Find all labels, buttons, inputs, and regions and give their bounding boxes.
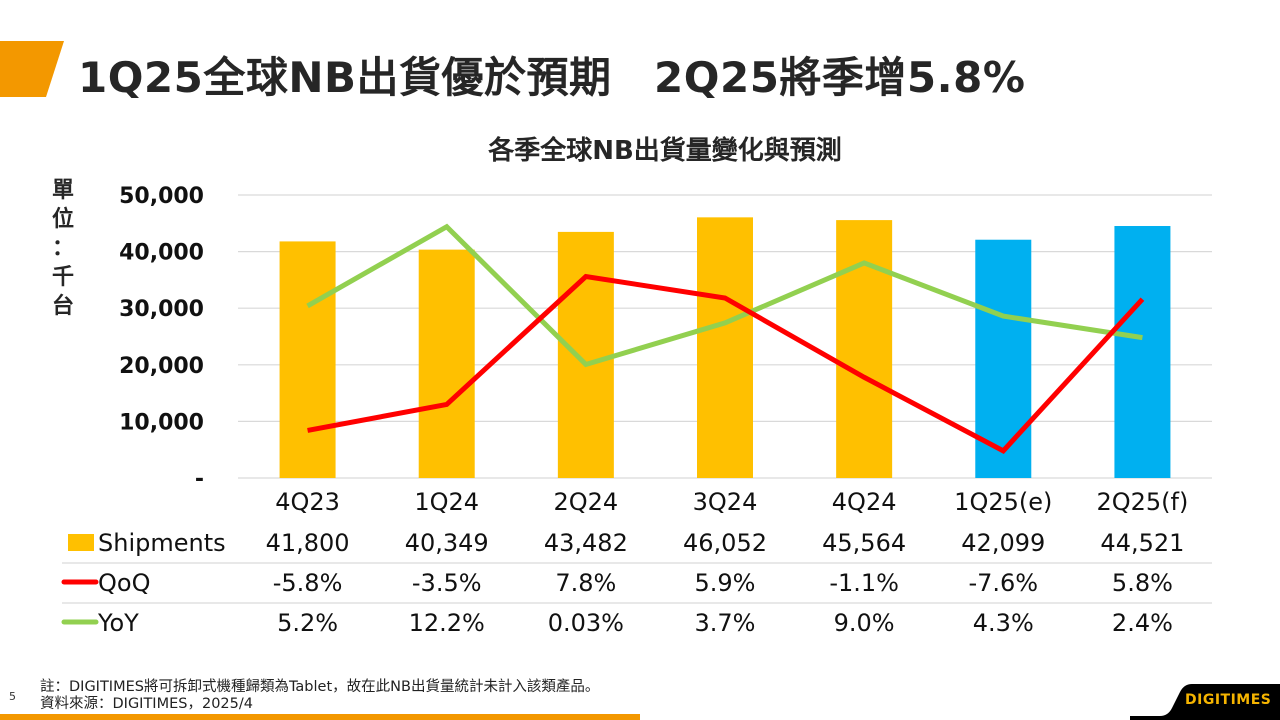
y-tick-label: -	[195, 467, 204, 492]
x-category-label: 2Q24	[554, 488, 619, 516]
qoq-value: 7.8%	[555, 569, 616, 597]
yoy-value: 2.4%	[1112, 609, 1173, 637]
x-category-label: 2Q25(f)	[1096, 488, 1188, 516]
qoq-value: -7.6%	[968, 569, 1038, 597]
y-tick-label: 30,000	[119, 297, 204, 322]
qoq-value: -5.8%	[273, 569, 343, 597]
qoq-line	[307, 273, 1145, 454]
qoq-value: 5.9%	[695, 569, 756, 597]
yoy-value: 12.2%	[409, 609, 485, 637]
x-category-label: 1Q25(e)	[954, 488, 1052, 516]
unit-char: 單	[51, 178, 74, 203]
shipments-value: 42,099	[961, 529, 1045, 557]
qoq-value: 5.8%	[1112, 569, 1173, 597]
yoy-value: 4.3%	[973, 609, 1034, 637]
legend-label-qoq: QoQ	[98, 569, 150, 597]
qoq-value: -1.1%	[829, 569, 899, 597]
unit-char: 千	[51, 265, 74, 290]
qoq-value: -3.5%	[412, 569, 482, 597]
bar-2q25f	[1114, 226, 1171, 478]
yoy-value: 5.2%	[277, 609, 338, 637]
bar-3q24	[697, 217, 753, 478]
yoy-value: 3.7%	[695, 609, 756, 637]
unit-char: 台	[51, 294, 74, 319]
bar-2q24	[557, 231, 614, 478]
chart-title: 各季全球NB出貨量變化與預測	[488, 136, 842, 166]
y-tick-label: 10,000	[119, 410, 204, 435]
legend-key-shipments	[68, 534, 94, 551]
legend-label-shipments: Shipments	[98, 529, 226, 557]
shipments-value: 41,800	[266, 529, 350, 557]
y-axis-unit-label: 單 位 ： 千 台	[48, 176, 78, 321]
x-category-label: 4Q24	[832, 488, 897, 516]
digitimes-logo: DIGITIMES	[1185, 692, 1272, 708]
x-category-label: 4Q23	[275, 488, 340, 516]
footnote-note: 註：DIGITIMES將可拆卸式機種歸類為Tablet，故在此NB出貨量統計未計…	[40, 679, 600, 695]
x-category-label: 3Q24	[693, 488, 758, 516]
shipments-value: 44,521	[1100, 529, 1184, 557]
shipments-value: 46,052	[683, 529, 767, 557]
yoy-line	[306, 223, 1143, 368]
footnote: 註：DIGITIMES將可拆卸式機種歸類為Tablet，故在此NB出貨量統計未計…	[40, 679, 599, 713]
yoy-value: 9.0%	[834, 609, 895, 637]
legend-label-yoy: YoY	[97, 609, 139, 637]
slide-title: 1Q25全球NB出貨優於預期 2Q25將季增5.8%	[78, 53, 1026, 102]
page-number: 5	[9, 690, 16, 703]
unit-char: ：	[51, 236, 74, 261]
shipments-value: 45,564	[822, 529, 906, 557]
y-tick-label: 50,000	[119, 184, 204, 209]
y-tick-label: 20,000	[119, 354, 204, 379]
bar-4q24	[836, 220, 893, 478]
bottom-accent-bar	[0, 714, 640, 720]
unit-char: 位	[51, 207, 74, 232]
bar-4q23	[279, 241, 336, 478]
title-accent-shape	[0, 41, 64, 97]
y-tick-label: 40,000	[119, 241, 204, 266]
x-category-label: 1Q24	[414, 488, 479, 516]
footnote-source: 資料來源：DIGITIMES，2025/4	[40, 696, 253, 712]
bar-1q24	[418, 249, 475, 478]
shipments-value: 43,482	[544, 529, 628, 557]
yoy-value: 0.03%	[548, 609, 624, 637]
logo-background	[1130, 684, 1280, 720]
shipments-value: 40,349	[405, 529, 489, 557]
